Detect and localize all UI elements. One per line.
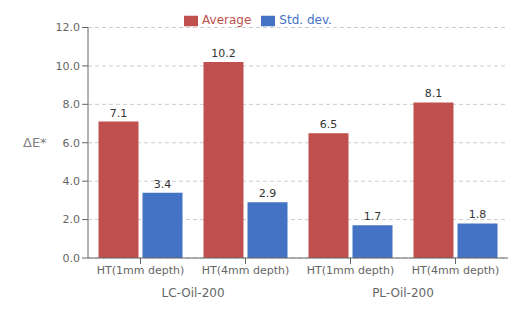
svg-text:HT(1mm depth): HT(1mm depth) xyxy=(97,264,185,277)
html-text:Std. dev.: Std. dev. xyxy=(279,13,332,27)
svg-text:12.0: 12.0 xyxy=(56,21,81,34)
svg-text:0.0: 0.0 xyxy=(63,252,81,265)
svg-text:2.9: 2.9 xyxy=(259,187,277,200)
svg-text:6.0: 6.0 xyxy=(63,137,81,150)
svg-text:ΔE*: ΔE* xyxy=(23,135,47,150)
svg-text:HT(4mm depth): HT(4mm depth) xyxy=(202,264,290,277)
svg-text:6.5: 6.5 xyxy=(320,118,338,131)
svg-text:LC-Oil-200: LC-Oil-200 xyxy=(161,286,224,300)
html-text:Average: Average xyxy=(202,13,252,27)
svg-text:HT(1mm depth): HT(1mm depth) xyxy=(307,264,395,277)
svg-text:8.1: 8.1 xyxy=(425,87,443,100)
svg-text:1.7: 1.7 xyxy=(364,210,382,223)
svg-text:8.0: 8.0 xyxy=(63,98,81,111)
svg-text:1.8: 1.8 xyxy=(469,208,487,221)
svg-text:10.0: 10.0 xyxy=(56,60,81,73)
svg-text:7.1: 7.1 xyxy=(110,107,128,120)
svg-text:4.0: 4.0 xyxy=(63,175,81,188)
svg-text:3.4: 3.4 xyxy=(154,178,172,191)
svg-text:HT(4mm depth): HT(4mm depth) xyxy=(412,264,500,277)
svg-text:10.2: 10.2 xyxy=(211,47,236,60)
svg-text:PL-Oil-200: PL-Oil-200 xyxy=(372,286,434,300)
svg-text:2.0: 2.0 xyxy=(63,213,81,226)
